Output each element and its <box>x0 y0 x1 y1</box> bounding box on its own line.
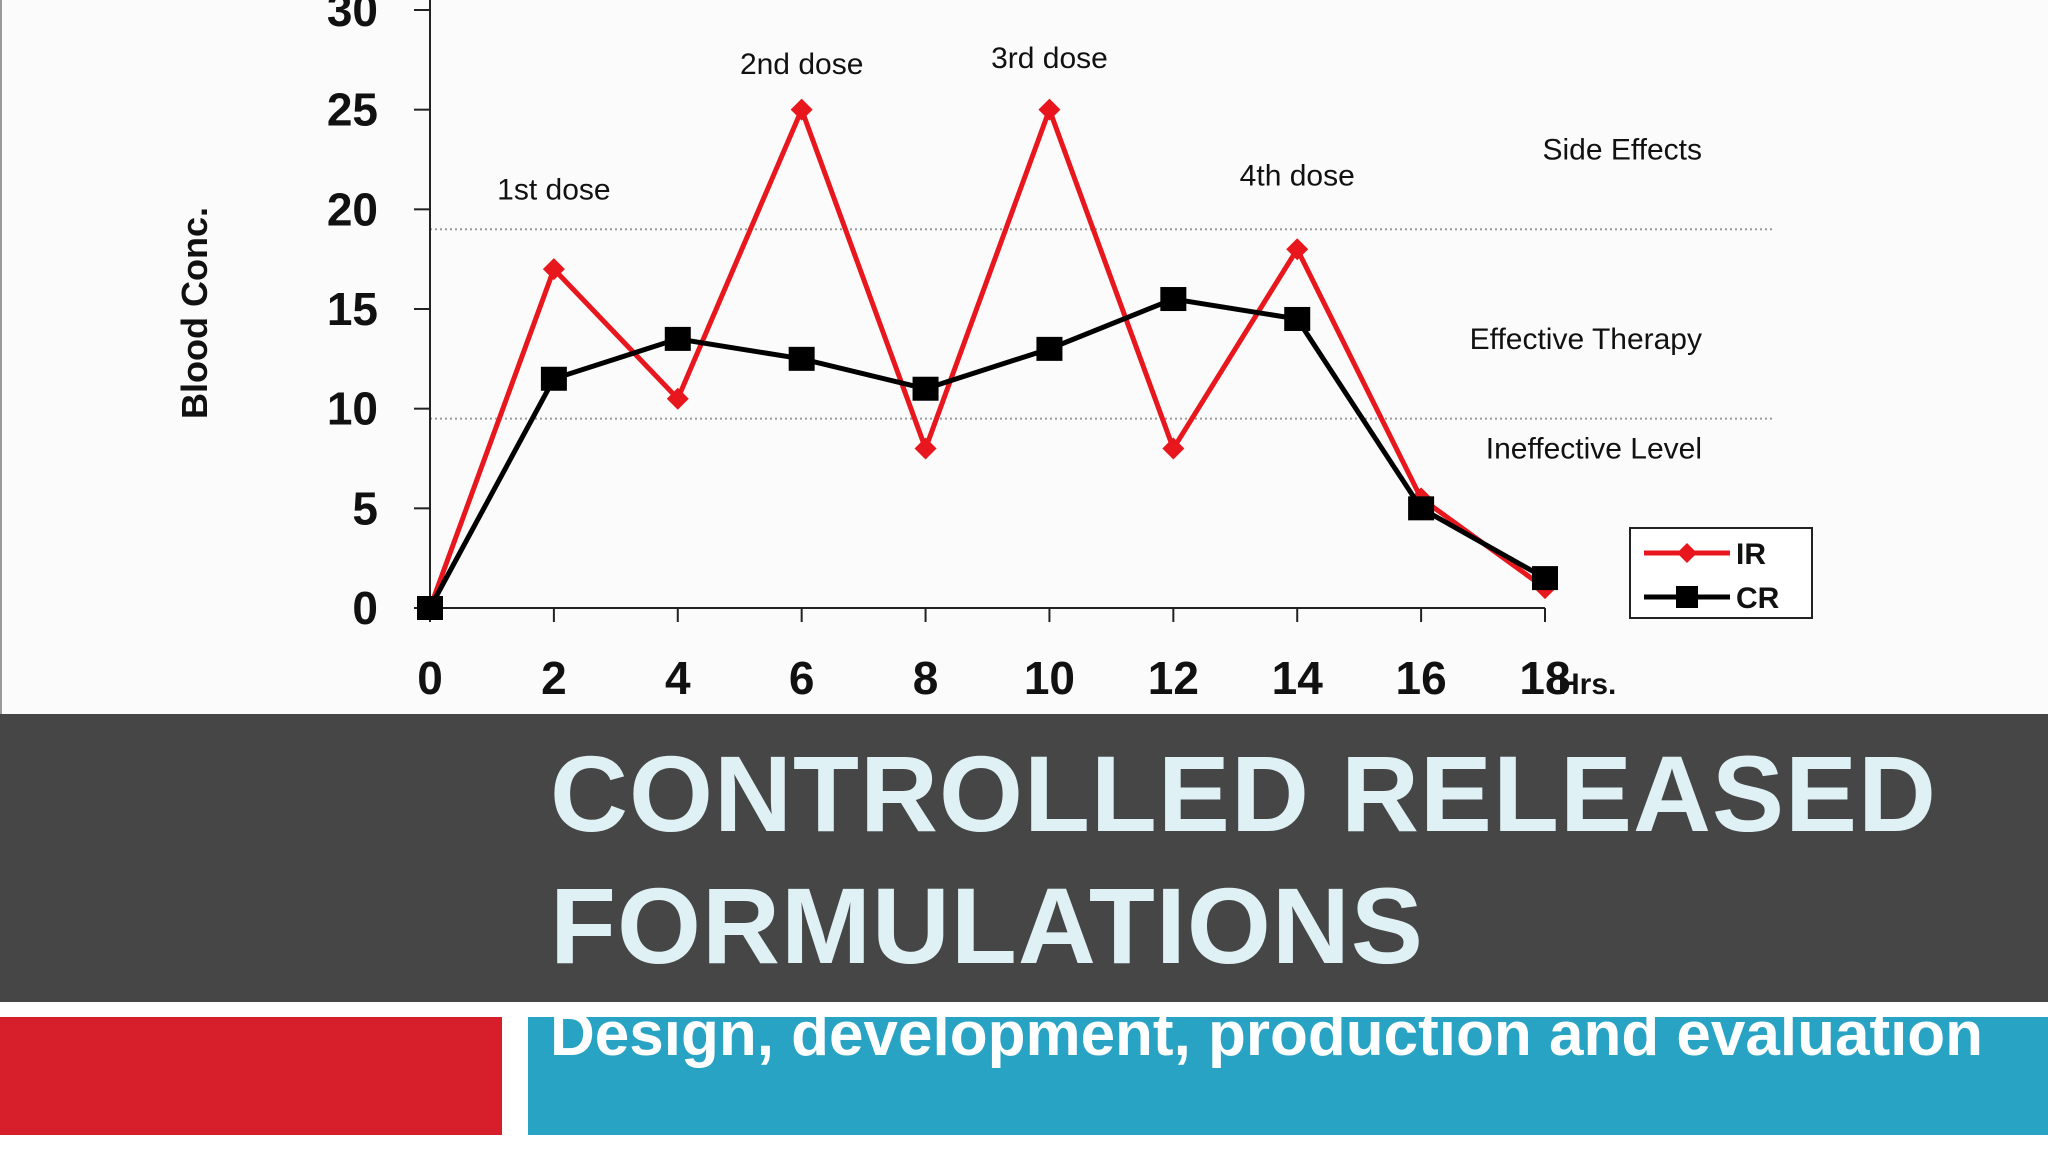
y-axis-label: Blood Conc. <box>174 207 215 419</box>
slide-title: CONTROLLED RELEASED FORMULATIONS <box>550 733 1938 986</box>
ir-point <box>1162 437 1185 460</box>
cr-point <box>1532 566 1558 591</box>
x-tick-label: 14 <box>1272 652 1324 704</box>
ir-point <box>1286 238 1309 261</box>
ir-point <box>1038 98 1061 121</box>
ir-point <box>914 437 937 460</box>
x-tick-label: 10 <box>1024 652 1075 704</box>
y-tick-label: 15 <box>327 283 378 335</box>
chart-area: 0 5 10 15 20 25 30 0 2 4 6 8 10 12 14 16 18 Hrs. Blood Con… <box>0 0 1813 714</box>
subtitle-band: Design, development, production and eval… <box>528 1017 2048 1135</box>
x-tick-label: 8 <box>913 652 939 704</box>
cr-point <box>1284 306 1311 331</box>
y-tick-label: 0 <box>352 582 378 634</box>
x-tick-label: 4 <box>665 652 691 704</box>
x-axis-label: Hrs. <box>1558 668 1616 701</box>
y-tick-label: 10 <box>327 383 378 435</box>
cr-point <box>1160 287 1187 312</box>
legend-label-cr: CR <box>1736 582 1780 615</box>
title-band: CONTROLLED RELEASED FORMULATIONS <box>0 714 2048 1002</box>
annotation-label: Effective Therapy <box>1470 323 1702 356</box>
cr-point <box>664 326 691 351</box>
x-tick-label: 2 <box>541 652 567 704</box>
cr-point <box>788 346 815 371</box>
series-line-cr <box>427 296 1547 610</box>
cr-point <box>417 596 443 620</box>
x-tick-label: 18 <box>1519 652 1570 704</box>
y-tick-label: 30 <box>327 0 378 36</box>
cr-point <box>1408 496 1435 521</box>
ir-point <box>790 98 813 121</box>
ir-point <box>666 387 689 410</box>
x-tick-label: 12 <box>1148 652 1199 704</box>
cr-point <box>540 366 567 391</box>
annotation-label: 4th dose <box>1240 159 1355 192</box>
x-tick-label: 6 <box>789 652 815 704</box>
legend-box <box>1629 527 1813 619</box>
red-accent-block <box>0 1017 502 1135</box>
y-tick-label: 5 <box>352 482 378 534</box>
annotation-label: 1st dose <box>497 173 610 206</box>
series-line-ir <box>427 102 1547 609</box>
cr-point <box>1036 336 1063 361</box>
legend-marker-ir <box>1677 543 1697 563</box>
ir-point <box>542 258 565 281</box>
slide-subtitle: Design, development, production and eval… <box>550 1017 1984 1069</box>
y-tick-label: 20 <box>327 183 378 235</box>
annotation-label: 2nd dose <box>740 48 863 81</box>
cr-point <box>912 376 939 401</box>
annotation-label: Side Effects <box>1542 134 1702 167</box>
legend-label-ir: IR <box>1736 538 1766 571</box>
annotation-label: 3rd dose <box>991 42 1108 75</box>
y-tick-label: 25 <box>327 84 378 136</box>
x-tick-label: 16 <box>1396 652 1447 704</box>
x-tick-label: 0 <box>417 652 443 704</box>
annotation-label: Ineffective Level <box>1486 433 1702 466</box>
legend-marker-cr <box>1676 586 1698 608</box>
